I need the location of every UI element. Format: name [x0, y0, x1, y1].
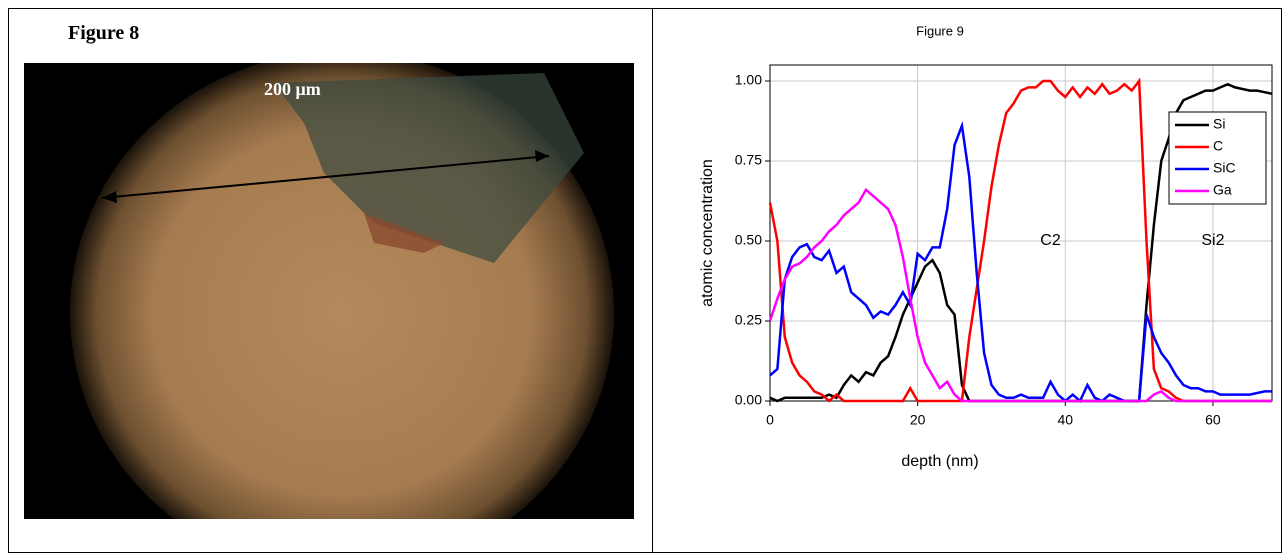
x-tick-label: 20 [910, 412, 926, 428]
y-tick-label: 0.50 [735, 232, 762, 248]
table-border [8, 8, 1282, 553]
measure-line [101, 155, 550, 199]
legend-label: Ga [1213, 182, 1232, 198]
x-tick-label: 0 [766, 412, 774, 428]
legend-label: Si [1213, 116, 1225, 132]
cell-divider [652, 8, 653, 553]
x-tick-label: 40 [1058, 412, 1074, 428]
x-axis-label: depth (nm) [901, 453, 978, 470]
series-line [768, 187, 1272, 403]
annotation: Si2 [1201, 232, 1224, 249]
flake [364, 213, 444, 253]
legend-box [1168, 111, 1267, 205]
y-axis-label: atomic concentration [699, 159, 716, 307]
micrograph-details [101, 73, 584, 263]
figure-label: Figure 8 [68, 22, 140, 44]
chart-title: Figure 9 [916, 23, 964, 38]
micrograph: 200 μm [24, 63, 634, 519]
x-tick-label: 60 [1205, 412, 1221, 428]
legend-label: SiC [1213, 160, 1236, 176]
y-tick-label: 0.75 [735, 152, 762, 168]
annotation: C2 [1040, 232, 1061, 249]
y-tick-label: 0.25 [735, 312, 762, 328]
legend-label: C [1213, 138, 1223, 154]
scale-label: 200 μm [264, 79, 321, 99]
arrow-head [102, 191, 117, 203]
series-line [769, 120, 1272, 404]
y-tick-label: 0.00 [735, 392, 762, 408]
arrow-head [535, 150, 549, 162]
y-tick-label: 1.00 [735, 72, 762, 88]
